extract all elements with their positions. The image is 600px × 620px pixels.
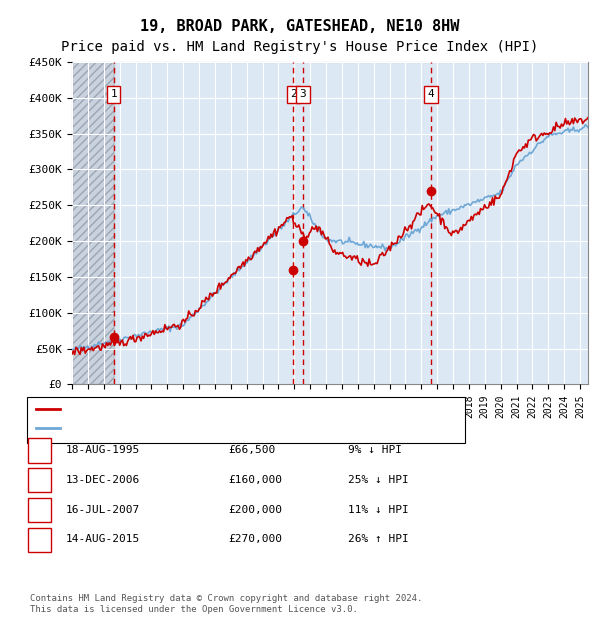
Text: 3: 3 bbox=[36, 505, 43, 515]
Text: £160,000: £160,000 bbox=[228, 475, 282, 485]
Text: HPI: Average price, detached house, Gateshead: HPI: Average price, detached house, Gate… bbox=[66, 423, 347, 433]
Text: 11% ↓ HPI: 11% ↓ HPI bbox=[348, 505, 409, 515]
Text: £66,500: £66,500 bbox=[228, 445, 275, 455]
Bar bbox=[72, 62, 114, 384]
Text: 14-AUG-2015: 14-AUG-2015 bbox=[66, 534, 140, 544]
Text: £200,000: £200,000 bbox=[228, 505, 282, 515]
Text: 25% ↓ HPI: 25% ↓ HPI bbox=[348, 475, 409, 485]
Text: 1: 1 bbox=[110, 89, 117, 99]
Text: 4: 4 bbox=[428, 89, 434, 99]
Text: 2: 2 bbox=[36, 475, 43, 485]
Text: Price paid vs. HM Land Registry's House Price Index (HPI): Price paid vs. HM Land Registry's House … bbox=[61, 40, 539, 55]
Text: 18-AUG-1995: 18-AUG-1995 bbox=[66, 445, 140, 455]
Text: 4: 4 bbox=[36, 534, 43, 544]
Text: 1: 1 bbox=[36, 445, 43, 455]
Text: £270,000: £270,000 bbox=[228, 534, 282, 544]
Text: 26% ↑ HPI: 26% ↑ HPI bbox=[348, 534, 409, 544]
Text: 2: 2 bbox=[290, 89, 297, 99]
Text: 3: 3 bbox=[299, 89, 306, 99]
Text: Contains HM Land Registry data © Crown copyright and database right 2024.
This d: Contains HM Land Registry data © Crown c… bbox=[30, 595, 422, 614]
Text: 19, BROAD PARK, GATESHEAD, NE10 8HW: 19, BROAD PARK, GATESHEAD, NE10 8HW bbox=[140, 19, 460, 33]
Bar bbox=[72, 62, 114, 384]
Text: 13-DEC-2006: 13-DEC-2006 bbox=[66, 475, 140, 485]
Text: 16-JUL-2007: 16-JUL-2007 bbox=[66, 505, 140, 515]
Text: 19, BROAD PARK, GATESHEAD, NE10 8HW (detached house): 19, BROAD PARK, GATESHEAD, NE10 8HW (det… bbox=[66, 404, 391, 414]
Text: 9% ↓ HPI: 9% ↓ HPI bbox=[348, 445, 402, 455]
